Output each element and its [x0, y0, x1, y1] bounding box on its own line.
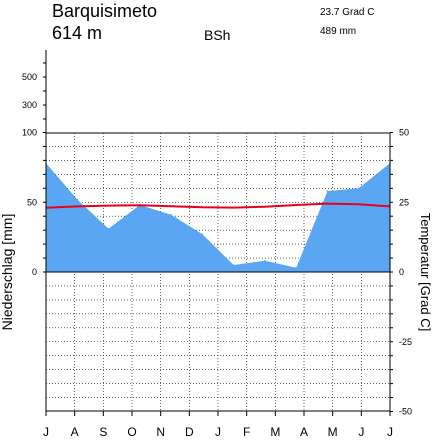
left-tick-label: 0 [32, 267, 37, 277]
precipitation-point [295, 267, 297, 269]
x-tick-label: A [300, 425, 308, 439]
precipitation-point [232, 264, 235, 266]
x-tick-label: J [215, 425, 221, 439]
left-upper-tick-label: 300 [22, 100, 37, 110]
left-upper-tick-label: 500 [22, 72, 37, 82]
x-tick-label: M [270, 425, 280, 439]
precipitation-point [107, 227, 110, 230]
x-tick-label: S [99, 425, 107, 439]
station-name: Barquisimeto [52, 1, 157, 21]
climate-class: BSh [204, 27, 230, 43]
x-tick-label: F [243, 425, 250, 439]
precipitation-point [201, 233, 204, 236]
x-tick-label: D [185, 425, 194, 439]
right-tick-label: 25 [399, 197, 409, 207]
grid [45, 133, 391, 411]
x-tick-label: M [328, 425, 338, 439]
left-tick-label: 100 [22, 128, 37, 138]
mean-temperature: 23.7 Grad C [320, 7, 374, 18]
precipitation-area [46, 163, 390, 272]
x-tick-label: A [71, 425, 79, 439]
x-tick-label: J [358, 425, 364, 439]
station-elevation: 614 m [52, 23, 102, 43]
right-tick-label: 50 [399, 128, 409, 138]
x-tick-label: J [43, 425, 49, 439]
precipitation-point [357, 187, 360, 190]
right-tick-label: -25 [399, 337, 412, 347]
x-tick-label: N [156, 425, 165, 439]
right-axis-title: Temperatur [Grad C] [418, 213, 433, 332]
precipitation-point [170, 214, 172, 216]
annual-precipitation: 489 mm [320, 26, 356, 37]
x-tick-label: J [387, 425, 393, 439]
tick-labels: J A S O N D J F M A M J J 0 50 100 300 500 50 25 0 -25 -50 [22, 72, 412, 439]
left-tick-label: 50 [27, 197, 37, 207]
axes [43, 50, 393, 416]
right-tick-label: 0 [399, 267, 404, 277]
right-tick-label: -50 [399, 407, 412, 417]
temperature-line [45, 202, 391, 209]
precipitation-point [264, 260, 266, 262]
x-tick-label: O [127, 425, 136, 439]
left-axis-title: Niederschlag [mm] [0, 214, 15, 331]
precipitation-point [326, 190, 329, 192]
temperature-line-layer [45, 202, 391, 209]
precipitation-point [76, 198, 79, 201]
